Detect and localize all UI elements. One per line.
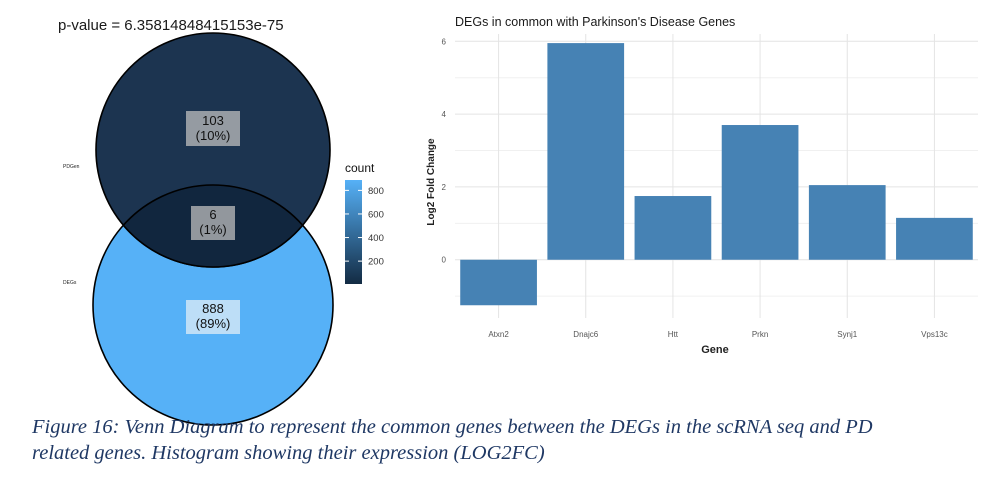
venn-label-box-common — [191, 206, 235, 240]
venn-label-box-pdgen-only — [186, 111, 240, 146]
x-tick-label: Dnajc6 — [573, 330, 598, 339]
venn-count-pdgen-only: 103 — [202, 113, 224, 128]
caption-line-2: related genes. Histogram showing their e… — [32, 442, 545, 464]
figure-caption: Figure 16: Venn Diagram to represent the… — [32, 414, 992, 466]
y-tick-label: 6 — [442, 37, 447, 46]
chart-xlabel: Gene — [701, 344, 729, 356]
venn-count-common: 6 — [209, 207, 216, 222]
legend-tick-label: 400 — [368, 233, 384, 244]
bar-htt — [634, 196, 712, 260]
bar-prkn — [721, 125, 799, 260]
chart-yticks: 0 2 4 6 — [442, 37, 447, 264]
x-tick-label: Htt — [668, 330, 679, 339]
chart-title: DEGs in common with Parkinson's Disease … — [455, 15, 735, 29]
x-tick-label: Synj1 — [837, 330, 858, 339]
legend-tick-label: 800 — [368, 186, 384, 197]
caption-line-1: Figure 16: Venn Diagram to represent the… — [32, 416, 873, 438]
chart-ylabel: Log2 Fold Change — [426, 138, 437, 226]
bar-atxn2 — [460, 259, 537, 306]
chart-grid — [455, 34, 978, 318]
legend-title: count — [345, 161, 375, 175]
chart-xticks: Atxn2 Dnajc6 Htt Prkn Synj1 Vps13c — [488, 330, 947, 339]
x-tick-label: Prkn — [752, 330, 768, 339]
y-tick-label: 0 — [442, 256, 447, 265]
venn-set-label-pdgen: PDGen — [63, 164, 80, 170]
venn-count-degs-only: 888 — [202, 301, 224, 316]
venn-pvalue-label: p-value = 6.35814848415153e-75 — [58, 17, 284, 34]
legend-tick-label: 200 — [368, 257, 384, 268]
venn-diagram: p-value = 6.35814848415153e-75 PDGen DEG… — [58, 17, 384, 426]
legend-tick-label: 600 — [368, 209, 384, 220]
x-tick-label: Atxn2 — [488, 330, 509, 339]
venn-set-label-degs: DEGs — [63, 280, 77, 286]
legend-colorbar — [345, 180, 362, 284]
count-legend: count 800 600 400 200 — [345, 161, 384, 284]
y-tick-label: 2 — [442, 183, 447, 192]
bar-vps13c — [896, 217, 973, 260]
y-tick-label: 4 — [442, 110, 447, 119]
x-tick-label: Vps13c — [921, 330, 948, 339]
venn-pct-common: (1%) — [199, 222, 226, 237]
chart-bars — [460, 43, 973, 306]
venn-label-box-degs-only — [186, 300, 240, 334]
venn-pct-degs-only: (89%) — [196, 316, 231, 331]
venn-pct-pdgen-only: (10%) — [196, 128, 231, 143]
bar-chart: DEGs in common with Parkinson's Disease … — [426, 15, 978, 356]
bar-dnajc6 — [547, 43, 625, 260]
bar-synj1 — [808, 185, 886, 260]
